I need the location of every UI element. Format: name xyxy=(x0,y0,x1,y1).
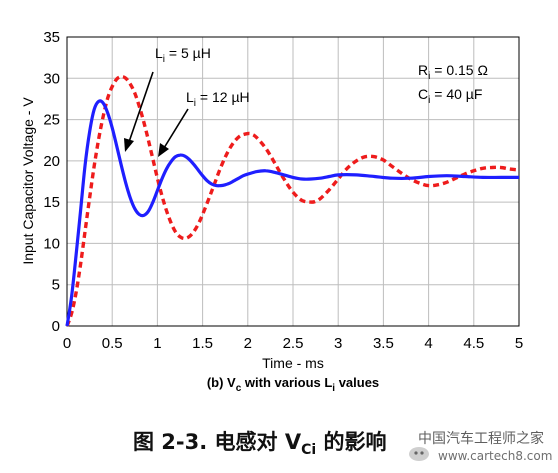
ci-annotation: Ci = 40 µF xyxy=(418,86,482,106)
chart-subcaption: (b) Vc with various Li values xyxy=(207,375,379,394)
y-tick-label: 0 xyxy=(52,318,60,335)
annotation-arrows xyxy=(124,71,189,157)
x-tick-label: 0.5 xyxy=(102,335,123,352)
x-tick-label: 5 xyxy=(515,335,523,352)
x-tick-label: 2 xyxy=(244,335,252,352)
x-tick-label: 2.5 xyxy=(283,335,304,352)
arrow-li5-head xyxy=(124,138,134,152)
figure-caption: 图 2-3. 电感对 VCi 的影响 xyxy=(133,430,387,458)
series1-label: Li = 5 µH xyxy=(155,45,211,65)
chart: 0 0.5 1 1.5 2 2.5 3 3.5 4 4.5 5 0 5 10 15 20 25 30 35 Li … xyxy=(20,29,523,394)
y-tick-label: 10 xyxy=(43,235,60,252)
y-tick-label: 25 xyxy=(43,112,60,129)
arrow-li12-head xyxy=(158,143,169,157)
watermark-url: www.cartech8.com xyxy=(438,449,553,463)
y-tick-labels: 0 5 10 15 20 25 30 35 xyxy=(43,29,60,335)
x-tick-labels: 0 0.5 1 1.5 2 2.5 3 3.5 4 4.5 5 xyxy=(63,335,523,352)
watermark-brand: 中国汽车工程师之家 xyxy=(418,431,544,447)
x-tick-label: 4.5 xyxy=(463,335,484,352)
y-axis-label: Input Capacitor Voltage - V xyxy=(20,97,36,265)
x-tick-label: 4 xyxy=(424,335,432,352)
series-layer xyxy=(65,74,520,327)
y-tick-label: 15 xyxy=(43,194,60,211)
arrow-li5 xyxy=(128,71,154,143)
series2-label: Li = 12 µH xyxy=(186,89,250,109)
ri-annotation: Ri = 0.15 Ω xyxy=(418,62,488,82)
x-axis-label: Time - ms xyxy=(262,355,324,371)
y-tick-label: 5 xyxy=(52,277,60,294)
x-tick-label: 1 xyxy=(153,335,161,352)
x-tick-label: 0 xyxy=(63,335,71,352)
plot-frame xyxy=(66,36,520,327)
x-tick-label: 3.5 xyxy=(373,335,394,352)
x-tick-label: 1.5 xyxy=(192,335,213,352)
watermark-logo-icon xyxy=(409,447,429,461)
y-tick-label: 30 xyxy=(43,70,60,87)
series-line-li-12uh xyxy=(65,74,520,327)
x-tick-label: 3 xyxy=(334,335,342,352)
arrow-li12 xyxy=(163,108,189,149)
y-tick-label: 20 xyxy=(43,153,60,170)
series-line-li-5uh xyxy=(65,99,519,327)
grid-lines xyxy=(67,37,519,326)
y-tick-label: 35 xyxy=(43,29,60,46)
